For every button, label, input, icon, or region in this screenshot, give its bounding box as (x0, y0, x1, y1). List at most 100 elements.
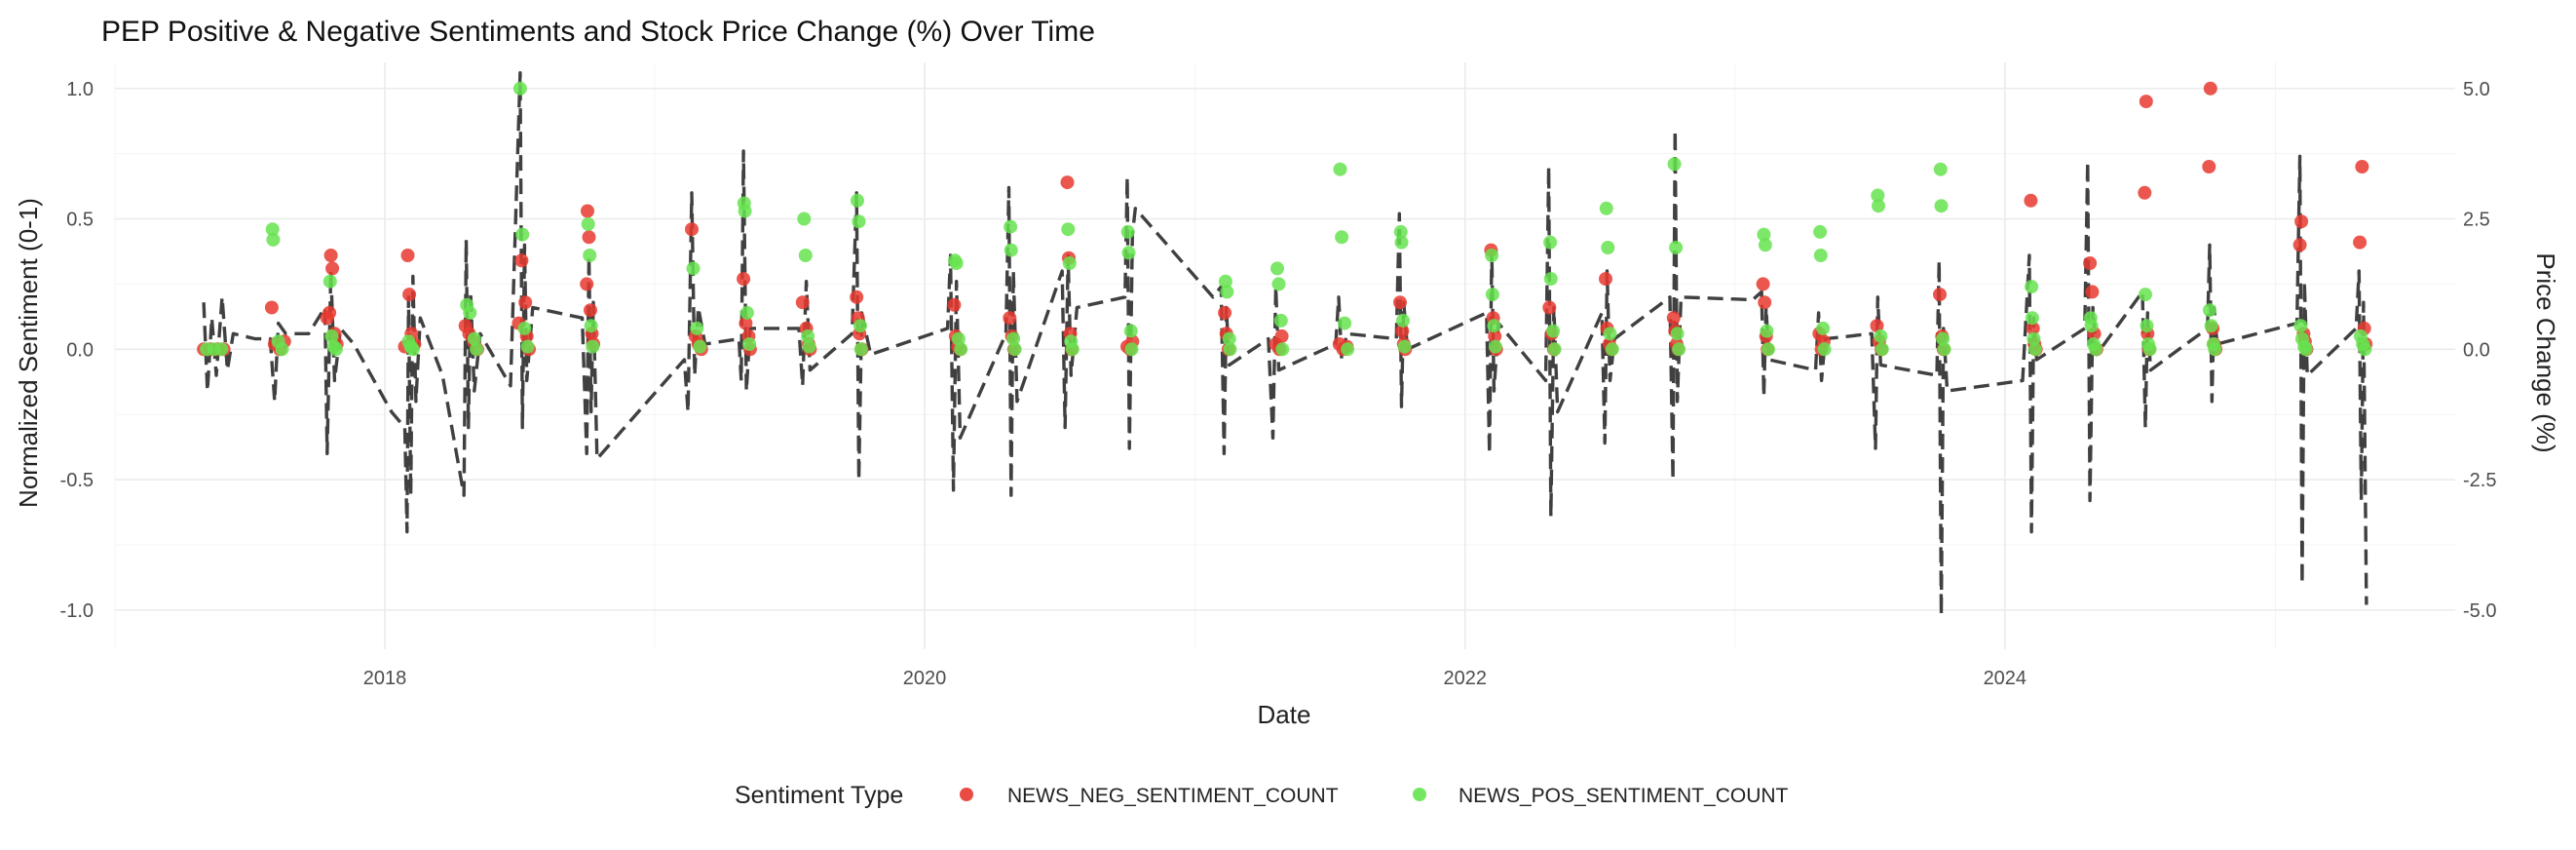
pos-sentiment-point (515, 227, 530, 242)
neg-sentiment-point (947, 297, 962, 312)
neg-sentiment-point (400, 249, 415, 262)
pos-sentiment-point (2208, 342, 2222, 357)
legend-title: Sentiment Type (735, 782, 903, 809)
x-tick-label: 2020 (903, 668, 947, 689)
neg-sentiment-point (2138, 185, 2152, 200)
neg-sentiment-point (2083, 256, 2098, 270)
pos-sentiment-point (322, 274, 337, 289)
pos-sentiment-point (686, 261, 701, 276)
pos-sentiment-point (1670, 327, 1685, 341)
neg-sentiment-point (323, 249, 338, 262)
neg-sentiment-point (2355, 160, 2369, 174)
neg-sentiment-point (1933, 288, 1947, 302)
pos-sentiment-point (1937, 342, 1951, 357)
neg-sentiment-point (850, 290, 864, 304)
pos-sentiment-point (798, 249, 813, 262)
pos-sentiment-point (951, 331, 966, 346)
pos-sentiment-point (1672, 342, 1686, 357)
pos-sentiment-point (949, 256, 964, 270)
pos-sentiment-point (2293, 319, 2308, 333)
pos-sentiment-point (520, 339, 535, 354)
pos-sentiment-point (214, 342, 229, 357)
pos-sentiment-point (693, 339, 707, 354)
neg-sentiment-point (1218, 305, 1232, 320)
y2-tick-label: 0.0 (2463, 339, 2490, 361)
pos-sentiment-point (1813, 224, 1828, 239)
pos-sentiment-point (2027, 331, 2041, 346)
pos-sentiment-point (1333, 162, 1347, 176)
neg-sentiment-point (1488, 328, 1502, 343)
pos-sentiment-point (1335, 230, 1349, 245)
pos-sentiment-point (2084, 319, 2099, 333)
neg-sentiment-point (2353, 235, 2368, 250)
x-tick-label: 2024 (1984, 668, 2027, 689)
neg-sentiment-point (514, 253, 529, 268)
pos-sentiment-point (853, 319, 867, 333)
neg-sentiment-point (518, 295, 533, 310)
x-tick-label: 2018 (363, 668, 407, 689)
neg-sentiment-point (2026, 321, 2040, 335)
y-tick-label: -0.5 (60, 470, 94, 491)
pos-sentiment-point (1065, 342, 1080, 357)
pos-sentiment-point (1338, 316, 1352, 330)
neg-sentiment-point (584, 303, 597, 318)
y2-tick-label: -2.5 (2463, 470, 2496, 491)
pos-sentiment-point (1485, 249, 1499, 262)
pos-sentiment-point (463, 305, 477, 320)
y-axis-ticks: -1.0 -0.5 0.0 0.5 1.0 (60, 79, 94, 622)
pos-sentiment-point (1667, 157, 1682, 172)
legend-label-neg: NEWS_NEG_SENTIMENT_COUNT (1007, 785, 1339, 807)
pos-sentiment-point (1485, 288, 1499, 302)
pos-sentiment-point (1875, 342, 1889, 357)
pos-sentiment-point (852, 214, 866, 229)
pos-sentiment-point (851, 193, 864, 208)
x-axis-title: Date (1258, 700, 1311, 729)
pos-sentiment-point (802, 339, 816, 354)
neg-sentiment-point (685, 222, 699, 237)
pos-sentiment-point (853, 342, 868, 357)
pos-sentiment-point (1813, 249, 1828, 262)
pos-sentiment-point (1543, 272, 1558, 287)
pos-sentiment-point (1004, 219, 1018, 234)
neg-sentiment-point (325, 261, 340, 276)
pos-sentiment-point (1816, 321, 1831, 335)
pos-sentiment-point (2298, 342, 2313, 357)
neg-sentiment-point (1060, 175, 1075, 190)
y-axis-title: Normalized Sentiment (0-1) (14, 198, 43, 508)
pos-sentiment-point (586, 339, 600, 354)
pos-sentiment-point (1273, 313, 1288, 328)
pos-sentiment-point (738, 204, 752, 218)
y-tick-label: 0.0 (66, 339, 94, 361)
pos-sentiment-point (1120, 224, 1135, 239)
price-change-line (202, 70, 2368, 617)
pos-sentiment-point (797, 212, 812, 226)
pos-sentiment-point (328, 342, 343, 357)
neg-sentiment-point (1758, 295, 1772, 310)
pos-sentiment-point (1271, 277, 1286, 291)
pos-sentiment-point (1871, 188, 1885, 203)
neg-sentiment-point (1756, 277, 1770, 291)
neg-sentiment-point (582, 230, 596, 245)
neg-sentiment-point (2139, 95, 2153, 109)
pos-sentiment-point (1124, 342, 1139, 357)
pos-sentiment-point (1603, 327, 1617, 341)
pos-sentiment-point (2204, 319, 2218, 333)
neg-sentiment-point (2024, 193, 2038, 208)
pos-sentiment-point (581, 216, 595, 231)
y2-axis-title: Price Change (%) (2531, 252, 2560, 452)
pos-sentiment-point (1341, 342, 1355, 357)
neg-sentiment-point (2202, 160, 2216, 174)
pos-sentiment-point (1758, 238, 1772, 252)
pos-sentiment-point (1270, 261, 1284, 276)
neg-sentiment-point (402, 288, 417, 302)
pos-sentiment-point (265, 222, 280, 237)
pos-sentiment-point (467, 331, 481, 346)
pos-sentiment-point (1760, 324, 1774, 338)
y2-tick-label: 2.5 (2463, 210, 2490, 231)
pos-sentiment-point (1605, 342, 1619, 357)
pos-sentiment-point (2203, 303, 2216, 318)
pos-sentiment-point (1397, 339, 1412, 354)
legend-key-pos (1413, 788, 1426, 801)
neg-sentiment-point (320, 311, 334, 326)
